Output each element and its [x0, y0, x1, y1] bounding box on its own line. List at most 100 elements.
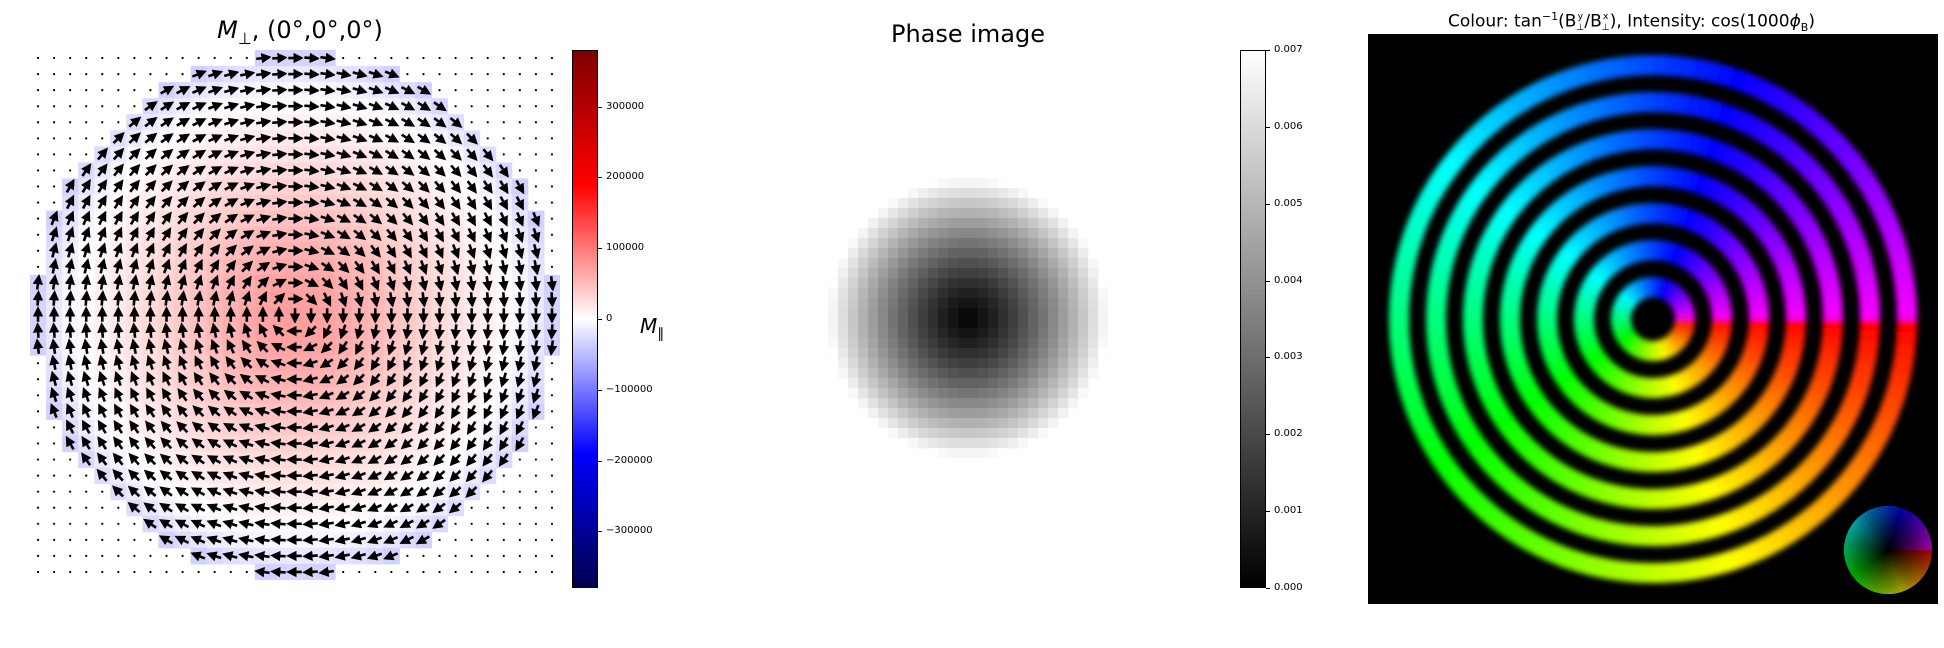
phase-cell: [1028, 348, 1039, 359]
field-arrow: [449, 469, 462, 482]
field-arrow: [418, 405, 429, 419]
field-arrow: [48, 258, 59, 274]
field-arrow: [129, 354, 140, 371]
field-dot: [133, 72, 136, 76]
colour-ring-segment: [1668, 333, 1685, 349]
field-arrow: [466, 148, 478, 161]
field-arrow: [222, 535, 238, 546]
field-arrow: [368, 116, 384, 127]
field-dot: [438, 570, 441, 574]
colour-ring-segment: [1392, 356, 1415, 374]
field-arrow: [352, 373, 365, 386]
field-arrow: [112, 242, 123, 258]
phase-cell: [998, 258, 1009, 269]
phase-cell: [908, 338, 919, 349]
colour-ring-segment: [1765, 128, 1787, 152]
colour-ring-segment: [1708, 290, 1729, 301]
field-arrow: [368, 132, 384, 143]
colour-ring-segment: [1668, 242, 1678, 263]
field-dot: [36, 378, 40, 381]
phase-cell: [868, 378, 879, 389]
phase-cell: [1058, 348, 1069, 359]
colour-ring-segment: [1447, 141, 1473, 166]
field-arrow: [190, 471, 206, 481]
colour-ring-segment: [1666, 286, 1682, 303]
phase-cell: [928, 218, 939, 229]
colour-ring-segment: [1673, 303, 1693, 313]
field-dot: [36, 426, 40, 429]
field-arrow: [402, 324, 413, 340]
phase-colorbar: [1240, 50, 1266, 588]
field-arrow: [302, 534, 318, 545]
field-dot: [390, 56, 393, 60]
colour-ring-segment: [1590, 440, 1606, 462]
colour-ring-segment: [1549, 503, 1569, 527]
field-arrow: [350, 534, 367, 545]
colour-ring-segment: [1737, 461, 1757, 484]
field-arrow: [448, 502, 462, 514]
field-arrow: [223, 406, 238, 417]
colour-ring-segment: [1668, 289, 1685, 305]
phase-cell: [1008, 298, 1019, 309]
field-arrow: [419, 372, 429, 388]
phase-cell: [908, 368, 919, 379]
colour-ring-segment: [1576, 182, 1593, 204]
colour-ring-segment: [1669, 332, 1686, 348]
phase-cell: [928, 268, 939, 279]
colour-ring-segment: [1822, 327, 1843, 340]
field-arrow: [417, 437, 430, 450]
field-arrow: [466, 276, 477, 292]
phase-cell: [898, 348, 909, 359]
field-arrow: [222, 503, 238, 514]
field-arrow: [350, 518, 367, 529]
field-arrow: [499, 404, 510, 420]
phase-cell: [948, 438, 959, 449]
field-arrow: [191, 438, 205, 449]
field-arrow: [334, 470, 351, 481]
phase-cell: [888, 208, 899, 219]
colour-ring-segment: [1469, 362, 1492, 378]
field-dot: [422, 56, 425, 60]
colour-ring-segment: [1817, 354, 1839, 369]
colour-ring-segment: [1696, 215, 1712, 237]
phase-cell: [1008, 338, 1019, 349]
colour-ring-segment: [1619, 292, 1636, 307]
phase-cell: [898, 378, 909, 389]
field-arrow: [384, 84, 400, 95]
phase-cell: [988, 308, 999, 319]
colour-ring-segment: [1747, 300, 1769, 310]
phase-cell: [988, 178, 999, 189]
colour-ring-segment: [1704, 279, 1724, 293]
field-arrow: [223, 85, 240, 96]
field-dot: [534, 89, 538, 92]
phase-cell: [878, 388, 889, 399]
field-arrow: [128, 258, 139, 274]
phase-cell: [878, 318, 889, 329]
colour-ring-segment: [1574, 306, 1595, 313]
phase-cell: [998, 208, 1009, 219]
field-dot: [550, 137, 554, 140]
colour-ring-segment: [1538, 294, 1560, 305]
field-arrow: [352, 116, 368, 127]
field-arrow: [272, 149, 288, 160]
phase-cell: [848, 288, 859, 299]
field-arrow: [432, 502, 446, 514]
phase-cell: [1008, 268, 1019, 279]
phase-cell: [898, 268, 909, 279]
phase-cell: [1018, 368, 1029, 379]
phase-cell: [878, 348, 889, 359]
field-arrow: [434, 196, 446, 210]
colour-ring-segment: [1571, 63, 1591, 87]
field-arrow: [97, 419, 108, 434]
field-arrow: [206, 519, 222, 530]
phase-cell: [958, 208, 969, 219]
field-arrow: [146, 371, 156, 386]
field-arrow: [318, 502, 334, 513]
field-arrow: [466, 212, 476, 227]
phase-cell: [1008, 218, 1019, 229]
field-arrow: [352, 84, 368, 95]
phase-cell: [898, 208, 909, 219]
field-dot: [36, 153, 40, 156]
phase-cell: [918, 208, 929, 219]
colour-ring-segment: [1766, 177, 1788, 200]
